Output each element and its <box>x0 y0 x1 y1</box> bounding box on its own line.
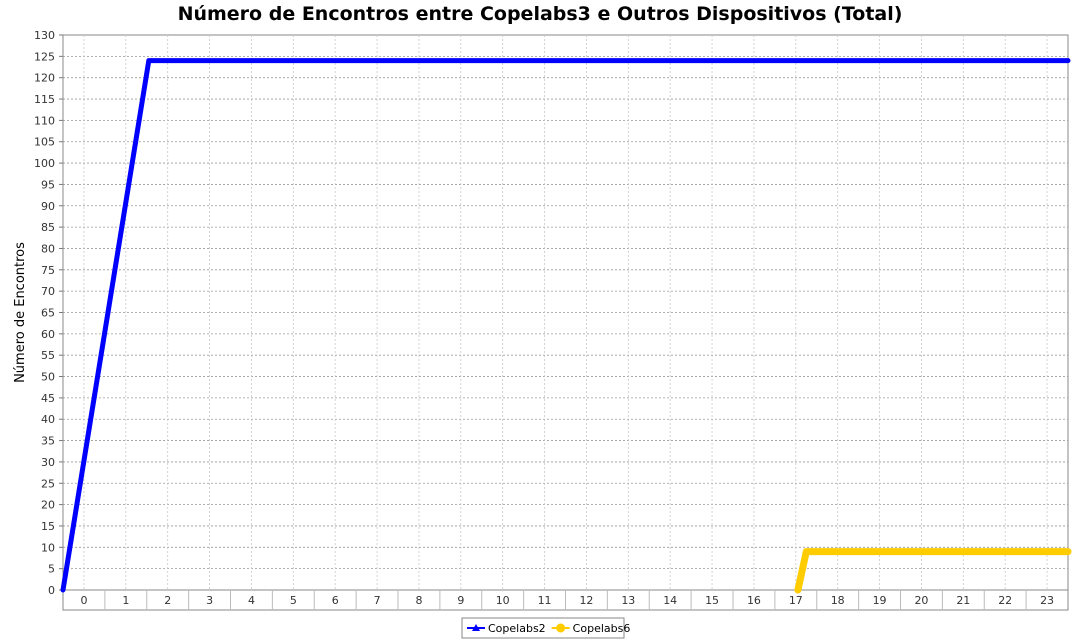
x-tick-label: 0 <box>80 594 87 607</box>
plot-area <box>62 34 1069 591</box>
y-tick-label: 95 <box>41 178 55 191</box>
y-tick-label: 25 <box>41 477 55 490</box>
x-tick-label: 11 <box>538 594 552 607</box>
x-tick-label: 23 <box>1040 594 1054 607</box>
x-tick-label: 18 <box>831 594 845 607</box>
y-tick-label: 90 <box>41 200 55 213</box>
y-tick-label: 105 <box>34 136 55 149</box>
x-tick-label: 14 <box>663 594 677 607</box>
legend-box <box>461 617 625 639</box>
y-tick-label: 10 <box>41 541 55 554</box>
series-layer <box>60 58 1072 594</box>
y-tick-label: 20 <box>41 499 55 512</box>
y-tick-label: 75 <box>41 264 55 277</box>
x-tick-label: 16 <box>747 594 761 607</box>
y-tick-label: 100 <box>34 157 55 170</box>
y-tick-label: 50 <box>41 371 55 384</box>
y-tick-label: 15 <box>41 520 55 533</box>
x-tick-label: 5 <box>290 594 297 607</box>
y-tick-label: 35 <box>41 435 55 448</box>
y-tick-label: 130 <box>34 29 55 42</box>
x-tick-label: 13 <box>621 594 635 607</box>
y-tick-label: 85 <box>41 221 55 234</box>
x-tick-label: 1 <box>122 594 129 607</box>
y-tick-label: 55 <box>41 349 55 362</box>
y-tick-label: 125 <box>34 50 55 63</box>
legend-label: Copelabs6 <box>573 622 631 635</box>
x-tick-label: 3 <box>206 594 213 607</box>
x-tick-label: 17 <box>789 594 803 607</box>
x-tick-label: 21 <box>956 594 970 607</box>
y-tick-label: 110 <box>34 114 55 127</box>
legend-marker-circle <box>556 623 566 633</box>
legend-marker-triangle <box>472 624 480 631</box>
y-tick-label: 30 <box>41 456 55 469</box>
x-tick-label: 6 <box>332 594 339 607</box>
y-tick-label: 60 <box>41 328 55 341</box>
y-tick-label: 40 <box>41 413 55 426</box>
y-axis-label: Número de Encontros <box>13 242 28 383</box>
x-tick-label: 19 <box>873 594 887 607</box>
y-tick-label: 5 <box>48 563 55 576</box>
series-line-copelabs2 <box>60 58 1071 593</box>
y-tick-label: 45 <box>41 392 55 405</box>
x-tick-label: 10 <box>496 594 510 607</box>
axes: 0510152025303540455055606570758085909510… <box>13 29 1069 611</box>
x-tick-label: 20 <box>914 594 928 607</box>
chart-title: Número de Encontros entre Copelabs3 e Ou… <box>177 3 903 25</box>
series-line-copelabs6 <box>794 548 1072 594</box>
y-tick-label: 65 <box>41 307 55 320</box>
x-tick-label: 15 <box>705 594 719 607</box>
grid-lines <box>62 34 1069 591</box>
x-tick-label: 7 <box>374 594 381 607</box>
y-tick-label: 70 <box>41 285 55 298</box>
x-tick-label: 2 <box>164 594 171 607</box>
y-tick-label: 115 <box>34 93 55 106</box>
x-tick-label: 9 <box>457 594 464 607</box>
legend: Copelabs2 Copelabs6 <box>461 617 631 639</box>
legend-label: Copelabs2 <box>488 622 546 635</box>
x-tick-label: 22 <box>998 594 1012 607</box>
x-tick-label: 4 <box>248 594 255 607</box>
y-tick-label: 120 <box>34 72 55 85</box>
x-tick-label: 12 <box>579 594 593 607</box>
y-tick-label: 0 <box>48 584 55 597</box>
y-tick-label: 80 <box>41 242 55 255</box>
x-tick-label: 8 <box>415 594 422 607</box>
